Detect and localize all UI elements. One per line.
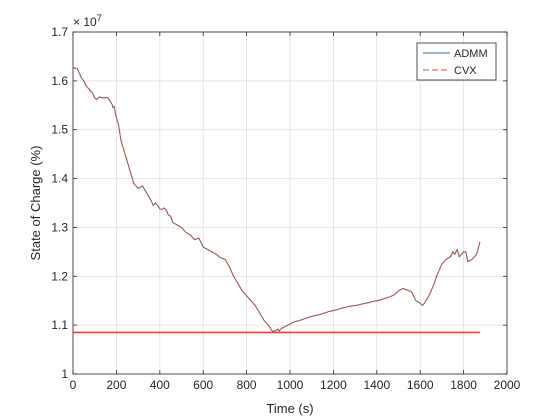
x-tick-label: 1400 <box>363 378 390 392</box>
x-tick-label: 1600 <box>407 378 434 392</box>
y-tick-label: 1.6 <box>51 74 68 88</box>
x-tick-label: 800 <box>237 378 257 392</box>
series-layer <box>72 67 481 333</box>
y-tick-label: 1.5 <box>51 123 68 137</box>
x-tick-label: 0 <box>70 378 77 392</box>
legend-label-cvx: CVX <box>454 65 477 77</box>
y-tick-label: 1.3 <box>51 220 68 234</box>
x-tick-label: 200 <box>106 378 126 392</box>
legend-label-admm: ADMM <box>454 48 488 60</box>
x-tick-label: 1200 <box>320 378 347 392</box>
y-tick-label: 1.2 <box>51 269 68 283</box>
y-axis-label: State of Charge (%) <box>28 146 43 261</box>
x-tick-label: 1800 <box>450 378 477 392</box>
series-line-cvx <box>72 67 481 333</box>
y-tick-label: 1.1 <box>51 318 68 332</box>
x-axis-label: Time (s) <box>266 401 313 416</box>
x-tick-label: 400 <box>150 378 170 392</box>
y-tick-label: 1.7 <box>51 25 68 39</box>
x-axis-ticks: 0 200 400 600 800 1000 1200 1400 1600 1800 2000 <box>70 32 521 392</box>
legend: ADMM CVX <box>416 42 497 81</box>
legend-box <box>416 42 497 81</box>
y-exponent-label: × 107 <box>73 13 102 29</box>
y-tick-label: 1 <box>61 367 68 381</box>
y-exponent-power: 7 <box>97 13 102 23</box>
y-tick-label: 1.4 <box>51 172 68 186</box>
x-tick-label: 600 <box>193 378 213 392</box>
x-tick-label: 1000 <box>277 378 304 392</box>
y-axis-ticks: 1 1.1 1.2 1.3 1.4 1.5 1.6 1.7 <box>51 25 507 381</box>
x-tick-label: 2000 <box>494 378 521 392</box>
